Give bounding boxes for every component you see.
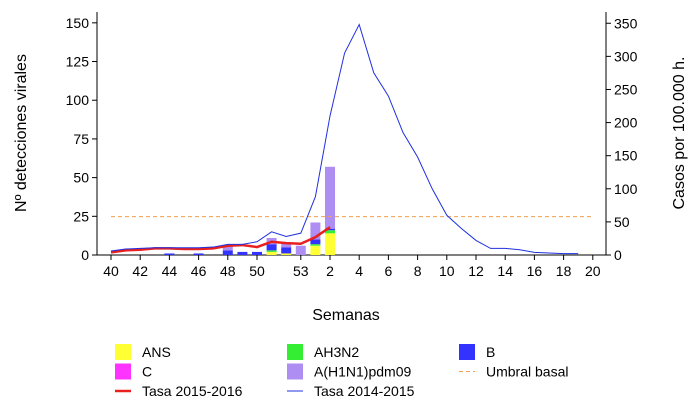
y2-tick-label: 350 xyxy=(614,15,638,31)
y2-tick-label: 200 xyxy=(614,115,638,131)
x-tick-label: 18 xyxy=(556,263,572,279)
legend-swatch xyxy=(459,344,475,360)
y-tick-label: 50 xyxy=(73,170,89,186)
bar xyxy=(310,245,321,255)
legend-swatch xyxy=(115,363,131,380)
line xyxy=(110,23,579,255)
y2-tick-label: 100 xyxy=(614,181,638,197)
bar xyxy=(164,253,175,255)
x-tick-label: 8 xyxy=(414,263,422,279)
line xyxy=(110,226,331,254)
legend-label: ANS xyxy=(142,344,171,360)
legend-swatch xyxy=(287,344,303,360)
bar xyxy=(310,244,321,246)
y2-tick-label: 250 xyxy=(614,81,638,97)
legend-swatch xyxy=(287,363,303,380)
bar xyxy=(325,166,335,229)
x-axis-title: Semanas xyxy=(312,307,380,324)
bar xyxy=(325,233,335,255)
bar xyxy=(266,250,277,252)
x-tick-label: 50 xyxy=(249,263,265,279)
bar xyxy=(237,251,248,255)
bar xyxy=(281,247,292,254)
bar xyxy=(295,245,306,255)
bar xyxy=(266,244,277,251)
x-tick-label: 4 xyxy=(355,263,363,279)
x-tick-label: 20 xyxy=(585,263,601,279)
bar xyxy=(266,251,277,255)
x-tick-label: 16 xyxy=(527,263,543,279)
y-tick-label: 0 xyxy=(81,247,89,263)
legend-label: C xyxy=(142,364,152,380)
y-axis-title: Nº detecciones virales xyxy=(13,54,30,212)
legend-swatch xyxy=(115,344,131,360)
bar xyxy=(222,245,233,251)
y2-tick-label: 50 xyxy=(614,214,630,230)
x-tick-label: 12 xyxy=(468,263,484,279)
bar xyxy=(193,253,204,255)
bar xyxy=(281,242,292,248)
x-tick-label: 2 xyxy=(326,263,334,279)
y-tick-label: 75 xyxy=(73,131,89,147)
x-tick-label: 10 xyxy=(439,263,455,279)
x-tick-label: 48 xyxy=(220,263,236,279)
bar xyxy=(325,228,335,231)
legend-label: AH3N2 xyxy=(314,344,359,360)
y2-axis-title: Casos por 100.000 h. xyxy=(671,57,688,210)
legend-label: Tasa 2015-2016 xyxy=(142,383,243,399)
y-tick-label: 100 xyxy=(66,92,90,108)
x-tick-label: 14 xyxy=(497,263,513,279)
bar xyxy=(325,230,335,234)
bar xyxy=(310,222,321,240)
y-tick-label: 150 xyxy=(66,15,90,31)
bar xyxy=(222,250,233,255)
y2-tick-label: 0 xyxy=(614,247,622,263)
x-tick-label: 40 xyxy=(103,263,119,279)
bar xyxy=(252,251,262,255)
legend-label: B xyxy=(486,344,495,360)
legend-label: Umbral basal xyxy=(486,364,568,380)
y2-tick-label: 300 xyxy=(614,48,638,64)
bar xyxy=(281,253,292,255)
x-tick-label: 44 xyxy=(162,263,178,279)
y2-tick-label: 150 xyxy=(614,148,638,164)
legend-label: Tasa 2014-2015 xyxy=(314,383,415,399)
x-tick-label: 53 xyxy=(293,263,309,279)
x-tick-label: 46 xyxy=(191,263,207,279)
legend-label: A(H1N1)pdm09 xyxy=(314,364,411,380)
x-tick-label: 42 xyxy=(132,263,148,279)
bar xyxy=(310,239,321,245)
y-tick-label: 25 xyxy=(73,208,89,224)
y-tick-label: 125 xyxy=(66,54,90,70)
x-tick-label: 6 xyxy=(385,263,393,279)
